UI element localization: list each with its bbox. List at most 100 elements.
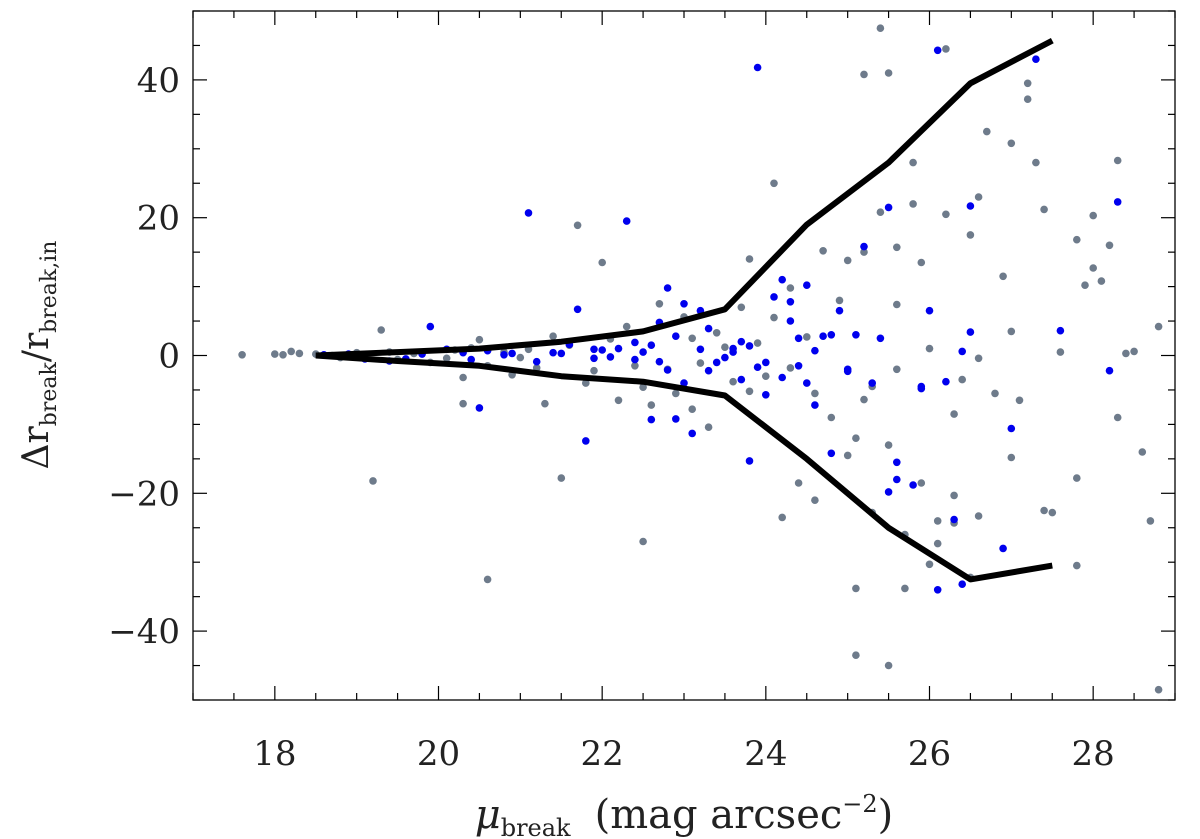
data-point-blue [631, 355, 639, 364]
data-point-gray [884, 69, 893, 77]
data-point-blue [860, 242, 868, 251]
data-point-blue [655, 357, 664, 366]
data-point-gray [1007, 139, 1016, 148]
data-point-blue [966, 202, 975, 210]
y-axis-label-r: r [16, 332, 57, 350]
data-point-gray [1040, 506, 1048, 515]
data-point-blue [966, 328, 975, 336]
data-point-gray [483, 575, 492, 584]
x-axis-label-sup: −2 [842, 790, 877, 818]
data-point-gray [983, 127, 991, 136]
data-point-gray [279, 351, 287, 359]
data-point-blue [778, 373, 786, 382]
x-axis-label-mu: μ [475, 792, 501, 838]
data-point-blue [704, 324, 713, 333]
data-point-gray [778, 513, 786, 522]
data-point-blue [1113, 198, 1122, 206]
y-tick-label: −20 [108, 474, 180, 514]
data-point-gray [745, 387, 754, 396]
data-point-gray [1081, 281, 1089, 290]
data-point-gray [1122, 349, 1130, 358]
data-point-gray [1105, 241, 1114, 250]
plot-frame [192, 10, 1176, 701]
data-point-gray [762, 372, 770, 381]
data-point-gray [1113, 413, 1122, 422]
y-axis-label-delta: Δr [16, 425, 57, 469]
data-point-blue [999, 544, 1007, 553]
data-point-gray [737, 303, 746, 312]
data-point-blue [794, 362, 803, 370]
data-point-blue [893, 475, 901, 484]
y-tick-label: 20 [137, 199, 180, 239]
data-point-gray [549, 332, 557, 341]
data-point-blue [958, 580, 966, 588]
data-point-gray [811, 389, 819, 398]
data-point-gray [925, 560, 934, 569]
data-point-gray [843, 451, 852, 460]
data-point-gray [1146, 517, 1155, 525]
y-axis-label-sub1: break [37, 362, 62, 427]
data-point-gray [1138, 448, 1147, 456]
envelope-lines-layer [315, 37, 1054, 583]
x-axis-label: μbreak (mag arcsec−2) [475, 790, 894, 839]
data-point-blue [868, 379, 876, 387]
y-tick-label: −40 [108, 612, 180, 652]
x-tick-label: 28 [1072, 734, 1115, 774]
data-point-gray [1073, 235, 1081, 244]
data-point-gray [688, 334, 696, 343]
data-point-gray [770, 179, 778, 188]
data-point-gray [852, 584, 860, 593]
data-point-gray [827, 413, 836, 422]
data-point-gray [1023, 79, 1032, 88]
data-point-gray [1032, 158, 1040, 167]
data-point-blue [753, 363, 762, 372]
data-point-gray [860, 395, 868, 404]
data-point-gray [753, 339, 762, 347]
x-tick-label: 24 [744, 734, 787, 774]
data-point-gray [1089, 211, 1097, 220]
x-axis-label-close: ) [878, 792, 894, 838]
data-point-gray [893, 365, 901, 374]
x-axis-label-text: (mag arcsec [595, 792, 843, 838]
data-point-blue [696, 345, 705, 354]
data-point-blue [737, 337, 746, 346]
data-point-blue [852, 331, 860, 339]
data-point-gray [950, 491, 958, 500]
data-point-gray [729, 377, 737, 386]
data-point-blue [500, 351, 508, 359]
data-point-gray [672, 389, 680, 398]
data-point-blue [688, 429, 696, 438]
data-point-blue [794, 334, 803, 343]
data-point-blue [958, 347, 966, 356]
data-point-gray [631, 362, 639, 370]
x-tick-label: 20 [417, 734, 460, 774]
data-point-blue [811, 401, 819, 409]
data-point-blue [672, 415, 680, 423]
data-point-gray [1048, 508, 1057, 517]
data-point-gray [1154, 322, 1163, 331]
data-point-gray [712, 329, 721, 337]
data-point-gray [884, 661, 893, 670]
data-point-blue [614, 344, 623, 353]
data-point-blue [925, 306, 934, 315]
data-point-blue [909, 481, 917, 489]
data-point-gray [639, 537, 647, 546]
data-point-blue [786, 317, 795, 325]
data-point-gray [786, 284, 795, 292]
data-point-gray [893, 300, 901, 309]
data-point-blue [819, 332, 827, 341]
data-point-gray [1040, 205, 1048, 214]
data-point-blue [524, 209, 533, 217]
data-point-blue [426, 322, 435, 331]
data-point-blue [762, 391, 770, 399]
data-point-gray [876, 208, 885, 216]
lower-envelope-line [315, 352, 1053, 583]
data-point-blue [590, 354, 598, 363]
data-point-gray [655, 300, 664, 308]
data-point-blue [745, 342, 754, 350]
data-point-gray [909, 158, 917, 167]
data-point-blue [778, 275, 786, 284]
data-point-blue [549, 348, 557, 357]
data-point-gray [745, 255, 754, 263]
